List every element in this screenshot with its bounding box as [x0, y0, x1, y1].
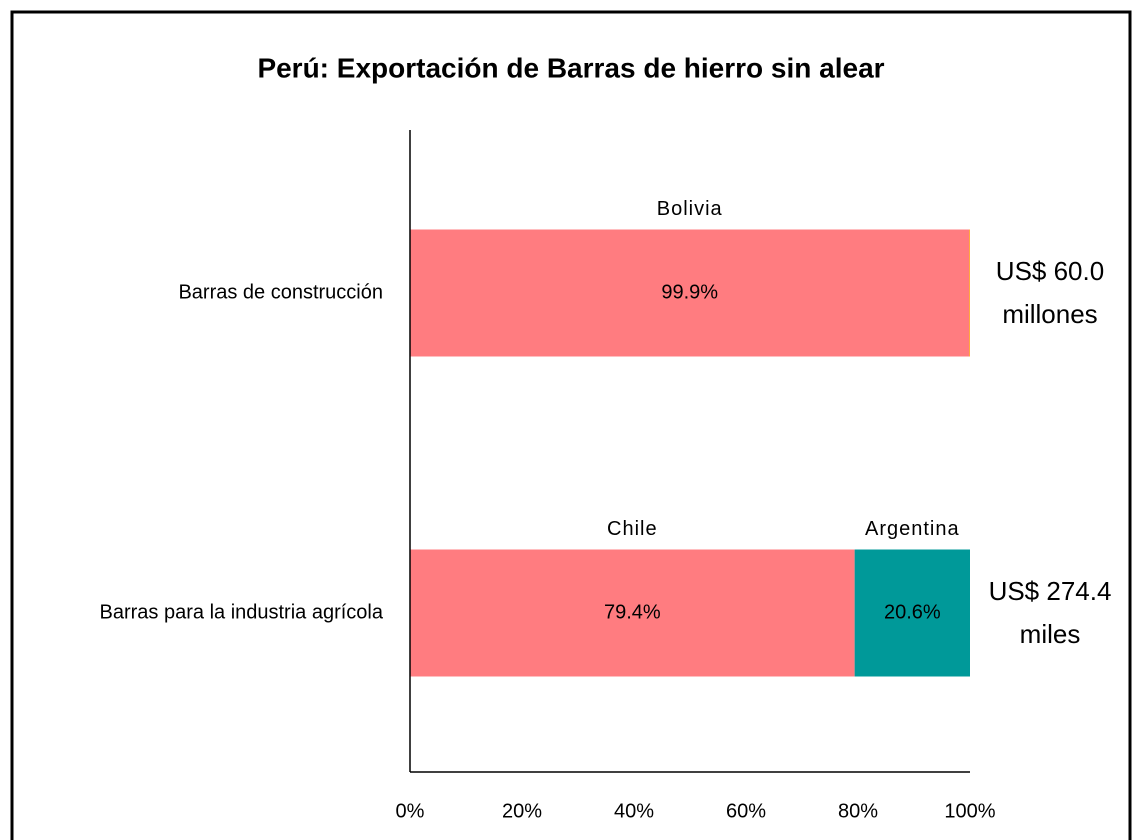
category-label: Barras de construcción: [178, 281, 383, 303]
x-tick-label: 100%: [944, 800, 995, 822]
x-tick-label: 0%: [396, 800, 425, 822]
x-tick-label: 40%: [614, 800, 654, 822]
bar-segment: [410, 549, 855, 677]
total-label: US$ 274.4: [989, 576, 1112, 606]
value-label: 79.4%: [604, 601, 661, 623]
x-tick-label: 20%: [502, 800, 542, 822]
total-label: US$ 60.0: [996, 256, 1104, 286]
total-label: millones: [1002, 299, 1097, 329]
chart-title: Perú: Exportación de Barras de hierro si…: [257, 52, 884, 83]
frame: [10, 10, 1132, 840]
bar-segment: [969, 229, 970, 357]
total-label: miles: [1020, 619, 1081, 649]
segment-label: Chile: [607, 518, 658, 540]
value-label: 20.6%: [884, 601, 941, 623]
x-tick-label: 80%: [838, 800, 878, 822]
segment-label: Bolivia: [657, 198, 723, 220]
x-tick-label: 60%: [726, 800, 766, 822]
bar-segment: [854, 549, 970, 677]
value-label: 99.9%: [661, 281, 718, 303]
segment-label: Argentina: [865, 518, 960, 540]
bar-segment: [410, 229, 970, 357]
category-label: Barras para la industria agrícola: [100, 601, 384, 623]
